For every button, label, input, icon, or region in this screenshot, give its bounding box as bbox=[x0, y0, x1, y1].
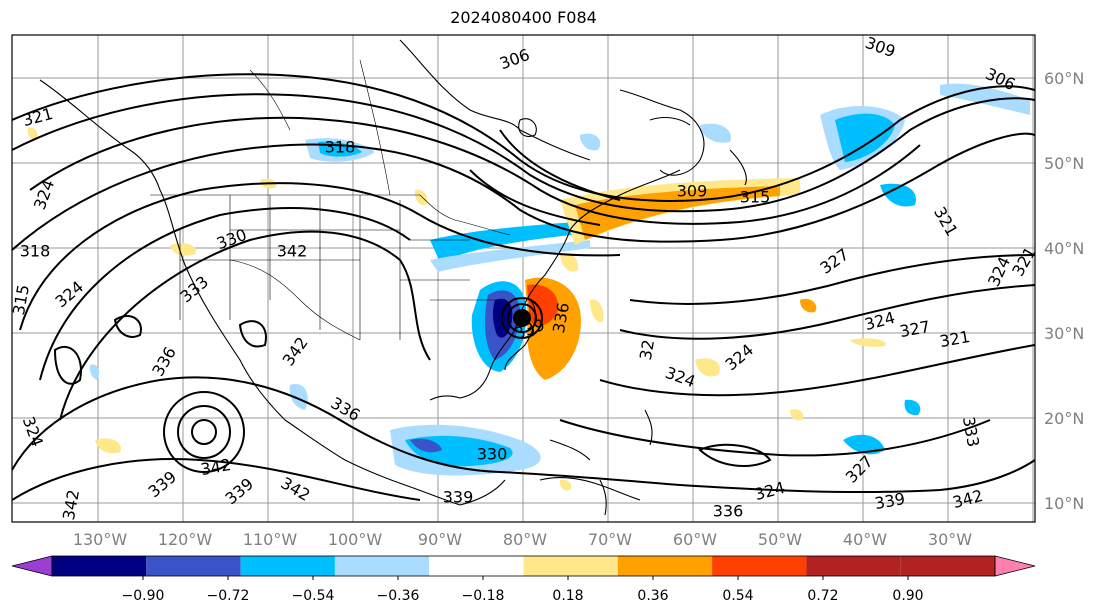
colorbar-segment bbox=[240, 556, 335, 576]
coastlines bbox=[39, 39, 747, 516]
lat-label: 10°N bbox=[1044, 494, 1084, 513]
lon-label: 70°W bbox=[588, 530, 632, 549]
lon-label: 30°W bbox=[928, 530, 972, 549]
colorbar-segment bbox=[334, 556, 430, 576]
colorbar-segment bbox=[617, 556, 713, 576]
contour-label: 330 bbox=[477, 445, 508, 464]
contour-label: 339 bbox=[443, 488, 474, 507]
theta-contours bbox=[12, 73, 1035, 501]
political-boundaries bbox=[150, 59, 511, 341]
contour-label: 315 bbox=[740, 188, 771, 207]
lon-label: 90°W bbox=[418, 530, 462, 549]
contour-label: 318 bbox=[325, 138, 356, 157]
lat-label: 60°N bbox=[1044, 69, 1084, 88]
map-frame bbox=[11, 34, 1036, 523]
lon-label: 40°W bbox=[843, 530, 887, 549]
longitude-labels: 130°W 120°W 110°W 100°W 90°W 80°W 70°W 60°W 50°W… bbox=[73, 530, 972, 549]
lon-label: 120°W bbox=[158, 530, 213, 549]
lat-label: 30°N bbox=[1044, 324, 1084, 343]
colorbar-segment bbox=[146, 556, 241, 576]
lon-label: 110°W bbox=[243, 530, 298, 549]
colorbar-segment bbox=[523, 556, 618, 576]
map-title: 2024080400 F084 bbox=[450, 8, 597, 27]
colorbar-tick-label: 0.18 bbox=[552, 588, 583, 604]
contour-label: 32 bbox=[636, 338, 658, 361]
contour-label: 318 bbox=[20, 242, 51, 261]
colorbar-segment bbox=[712, 556, 807, 576]
lon-label: 100°W bbox=[328, 530, 383, 549]
colorbar-extend-low bbox=[11, 555, 53, 577]
colorbar-tick-label: 0.36 bbox=[637, 588, 668, 604]
colorbar-extend-high bbox=[994, 555, 1036, 577]
contour-label: 309 bbox=[677, 182, 708, 201]
lon-label: 50°W bbox=[758, 530, 802, 549]
lon-label: 130°W bbox=[73, 530, 128, 549]
contour-label: 336 bbox=[713, 502, 744, 521]
lon-label: 60°W bbox=[673, 530, 717, 549]
colorbar-tick-label: −0.90 bbox=[122, 588, 165, 604]
colorbar-tick-label: 0.90 bbox=[892, 588, 923, 604]
contour-label: 315 bbox=[9, 283, 33, 316]
colorbar-tick-label: −0.36 bbox=[377, 588, 420, 604]
latitude-labels: 60°N 50°N 40°N 30°N 20°N 10°N bbox=[1044, 69, 1084, 513]
lat-label: 40°N bbox=[1044, 239, 1084, 258]
colorbar-tick-label: −0.72 bbox=[207, 588, 250, 604]
hurricane-center bbox=[501, 297, 543, 339]
colorbar-tick-label: 0.54 bbox=[722, 588, 753, 604]
contour-label: 342 bbox=[277, 242, 308, 261]
colorbar-segment bbox=[806, 556, 901, 576]
colorbar-tick-label: −0.54 bbox=[292, 588, 335, 604]
lat-label: 20°N bbox=[1044, 409, 1084, 428]
lat-label: 50°N bbox=[1044, 154, 1084, 173]
colorbar: −0.90 −0.72 −0.54 −0.36 −0.18 0.18 0.36 0.54 0.7… bbox=[11, 555, 1036, 604]
colorbar-segment bbox=[900, 556, 995, 576]
colorbar-tick-label: 0.72 bbox=[807, 588, 838, 604]
colorbar-segment bbox=[52, 556, 147, 576]
lon-label: 80°W bbox=[503, 530, 547, 549]
colorbar-segment bbox=[429, 556, 524, 576]
colorbar-tick-label: −0.18 bbox=[462, 588, 505, 604]
